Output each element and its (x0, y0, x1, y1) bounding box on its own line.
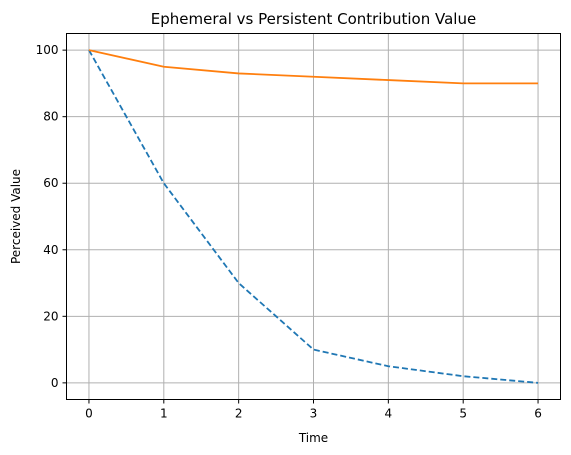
y-tick-label-100: 100 (36, 43, 59, 57)
y-axis-label: Perceived Value (9, 169, 23, 264)
y-axis-ticks: 0 20 40 60 80 100 (36, 43, 67, 390)
x-tick-label-4: 4 (385, 407, 393, 421)
chart-title: Ephemeral vs Persistent Contribution Val… (151, 10, 476, 28)
series-line-2 (88, 49, 539, 85)
y-tick-label-60: 60 (43, 176, 58, 190)
x-axis-ticks: 0 1 2 3 4 5 6 (85, 399, 542, 421)
x-axis-label: Time (298, 431, 328, 445)
series-layer (88, 49, 539, 384)
x-tick-label-2: 2 (235, 407, 243, 421)
x-tick-label-1: 1 (160, 407, 168, 421)
x-tick-label-6: 6 (534, 407, 542, 421)
y-tick-label-80: 80 (43, 110, 58, 124)
x-tick-label-5: 5 (459, 407, 467, 421)
y-tick-label-20: 20 (43, 309, 58, 323)
x-tick-label-0: 0 (85, 407, 93, 421)
x-tick-label-3: 3 (310, 407, 318, 421)
y-tick-label-40: 40 (43, 243, 58, 257)
y-tick-label-0: 0 (51, 376, 59, 390)
grid (66, 33, 561, 400)
